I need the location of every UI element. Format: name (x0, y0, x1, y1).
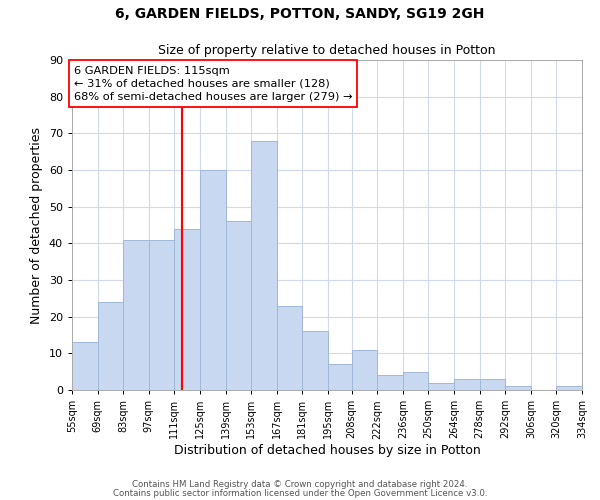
Bar (175, 228, 200, 390)
Title: Size of property relative to detached houses in Potton: Size of property relative to detached ho… (158, 44, 496, 58)
Bar (556, 386, 582, 390)
Bar (72, 342, 98, 390)
Text: 6 GARDEN FIELDS: 115sqm
← 31% of detached houses are smaller (128)
68% of semi-d: 6 GARDEN FIELDS: 115sqm ← 31% of detache… (74, 66, 352, 102)
Bar (98, 302, 123, 390)
Text: Contains HM Land Registry data © Crown copyright and database right 2024.: Contains HM Land Registry data © Crown c… (132, 480, 468, 489)
Bar (479, 379, 505, 390)
Bar (454, 379, 479, 390)
Bar (505, 386, 531, 390)
Bar (377, 376, 403, 390)
Text: Contains public sector information licensed under the Open Government Licence v3: Contains public sector information licen… (113, 490, 487, 498)
Bar (149, 240, 175, 390)
Bar (200, 170, 226, 390)
Bar (302, 332, 328, 390)
Bar (403, 372, 428, 390)
Bar (428, 382, 454, 390)
Bar (226, 222, 251, 390)
Bar (251, 140, 277, 390)
Bar (277, 306, 302, 390)
Bar (123, 240, 149, 390)
Bar (328, 364, 352, 390)
X-axis label: Distribution of detached houses by size in Potton: Distribution of detached houses by size … (173, 444, 481, 457)
Text: 6, GARDEN FIELDS, POTTON, SANDY, SG19 2GH: 6, GARDEN FIELDS, POTTON, SANDY, SG19 2G… (115, 8, 485, 22)
Y-axis label: Number of detached properties: Number of detached properties (30, 126, 43, 324)
Bar (352, 350, 377, 390)
